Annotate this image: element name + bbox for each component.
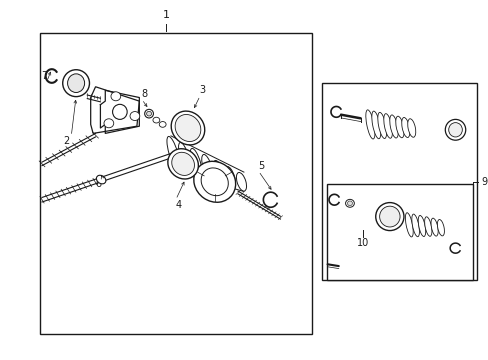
Text: 3: 3: [199, 85, 205, 95]
Ellipse shape: [371, 111, 380, 139]
Ellipse shape: [202, 154, 213, 180]
Ellipse shape: [67, 74, 84, 93]
Ellipse shape: [213, 161, 224, 184]
Ellipse shape: [424, 217, 431, 236]
Ellipse shape: [347, 201, 352, 206]
Bar: [40, 33, 311, 334]
Ellipse shape: [375, 203, 403, 230]
Ellipse shape: [395, 116, 403, 138]
Text: 2: 2: [63, 136, 69, 145]
Text: 5: 5: [257, 161, 264, 171]
Text: 8: 8: [141, 89, 147, 99]
Ellipse shape: [111, 92, 121, 101]
Ellipse shape: [159, 122, 166, 127]
Ellipse shape: [389, 115, 397, 138]
Text: 6: 6: [95, 179, 101, 189]
Ellipse shape: [236, 172, 246, 191]
Bar: [326, 184, 471, 280]
Ellipse shape: [448, 123, 461, 137]
Ellipse shape: [104, 119, 114, 128]
Ellipse shape: [175, 114, 201, 141]
Text: 10: 10: [356, 238, 368, 248]
Ellipse shape: [146, 111, 151, 116]
Ellipse shape: [178, 143, 190, 173]
Ellipse shape: [190, 148, 202, 177]
Ellipse shape: [193, 161, 235, 202]
Ellipse shape: [401, 117, 409, 138]
Ellipse shape: [411, 214, 419, 237]
Ellipse shape: [379, 206, 399, 227]
Text: 4: 4: [175, 200, 181, 210]
Ellipse shape: [445, 120, 465, 140]
Ellipse shape: [144, 109, 153, 118]
Ellipse shape: [153, 117, 160, 123]
Ellipse shape: [96, 175, 105, 184]
Ellipse shape: [171, 111, 204, 145]
Bar: [321, 83, 476, 280]
Ellipse shape: [430, 218, 437, 236]
Ellipse shape: [112, 104, 127, 120]
Ellipse shape: [167, 149, 198, 179]
Ellipse shape: [345, 199, 354, 207]
Ellipse shape: [377, 112, 386, 139]
Text: 7: 7: [41, 71, 47, 81]
Ellipse shape: [201, 168, 228, 196]
Ellipse shape: [62, 70, 89, 96]
Ellipse shape: [417, 215, 425, 237]
Ellipse shape: [405, 213, 412, 237]
Ellipse shape: [407, 119, 415, 137]
Text: 1: 1: [162, 10, 169, 20]
Polygon shape: [90, 87, 139, 134]
Ellipse shape: [224, 166, 235, 188]
Text: 9: 9: [481, 177, 487, 187]
Ellipse shape: [166, 136, 180, 170]
Ellipse shape: [437, 220, 444, 236]
Ellipse shape: [130, 112, 140, 121]
Ellipse shape: [171, 152, 194, 175]
Ellipse shape: [365, 110, 374, 139]
Ellipse shape: [383, 114, 391, 138]
